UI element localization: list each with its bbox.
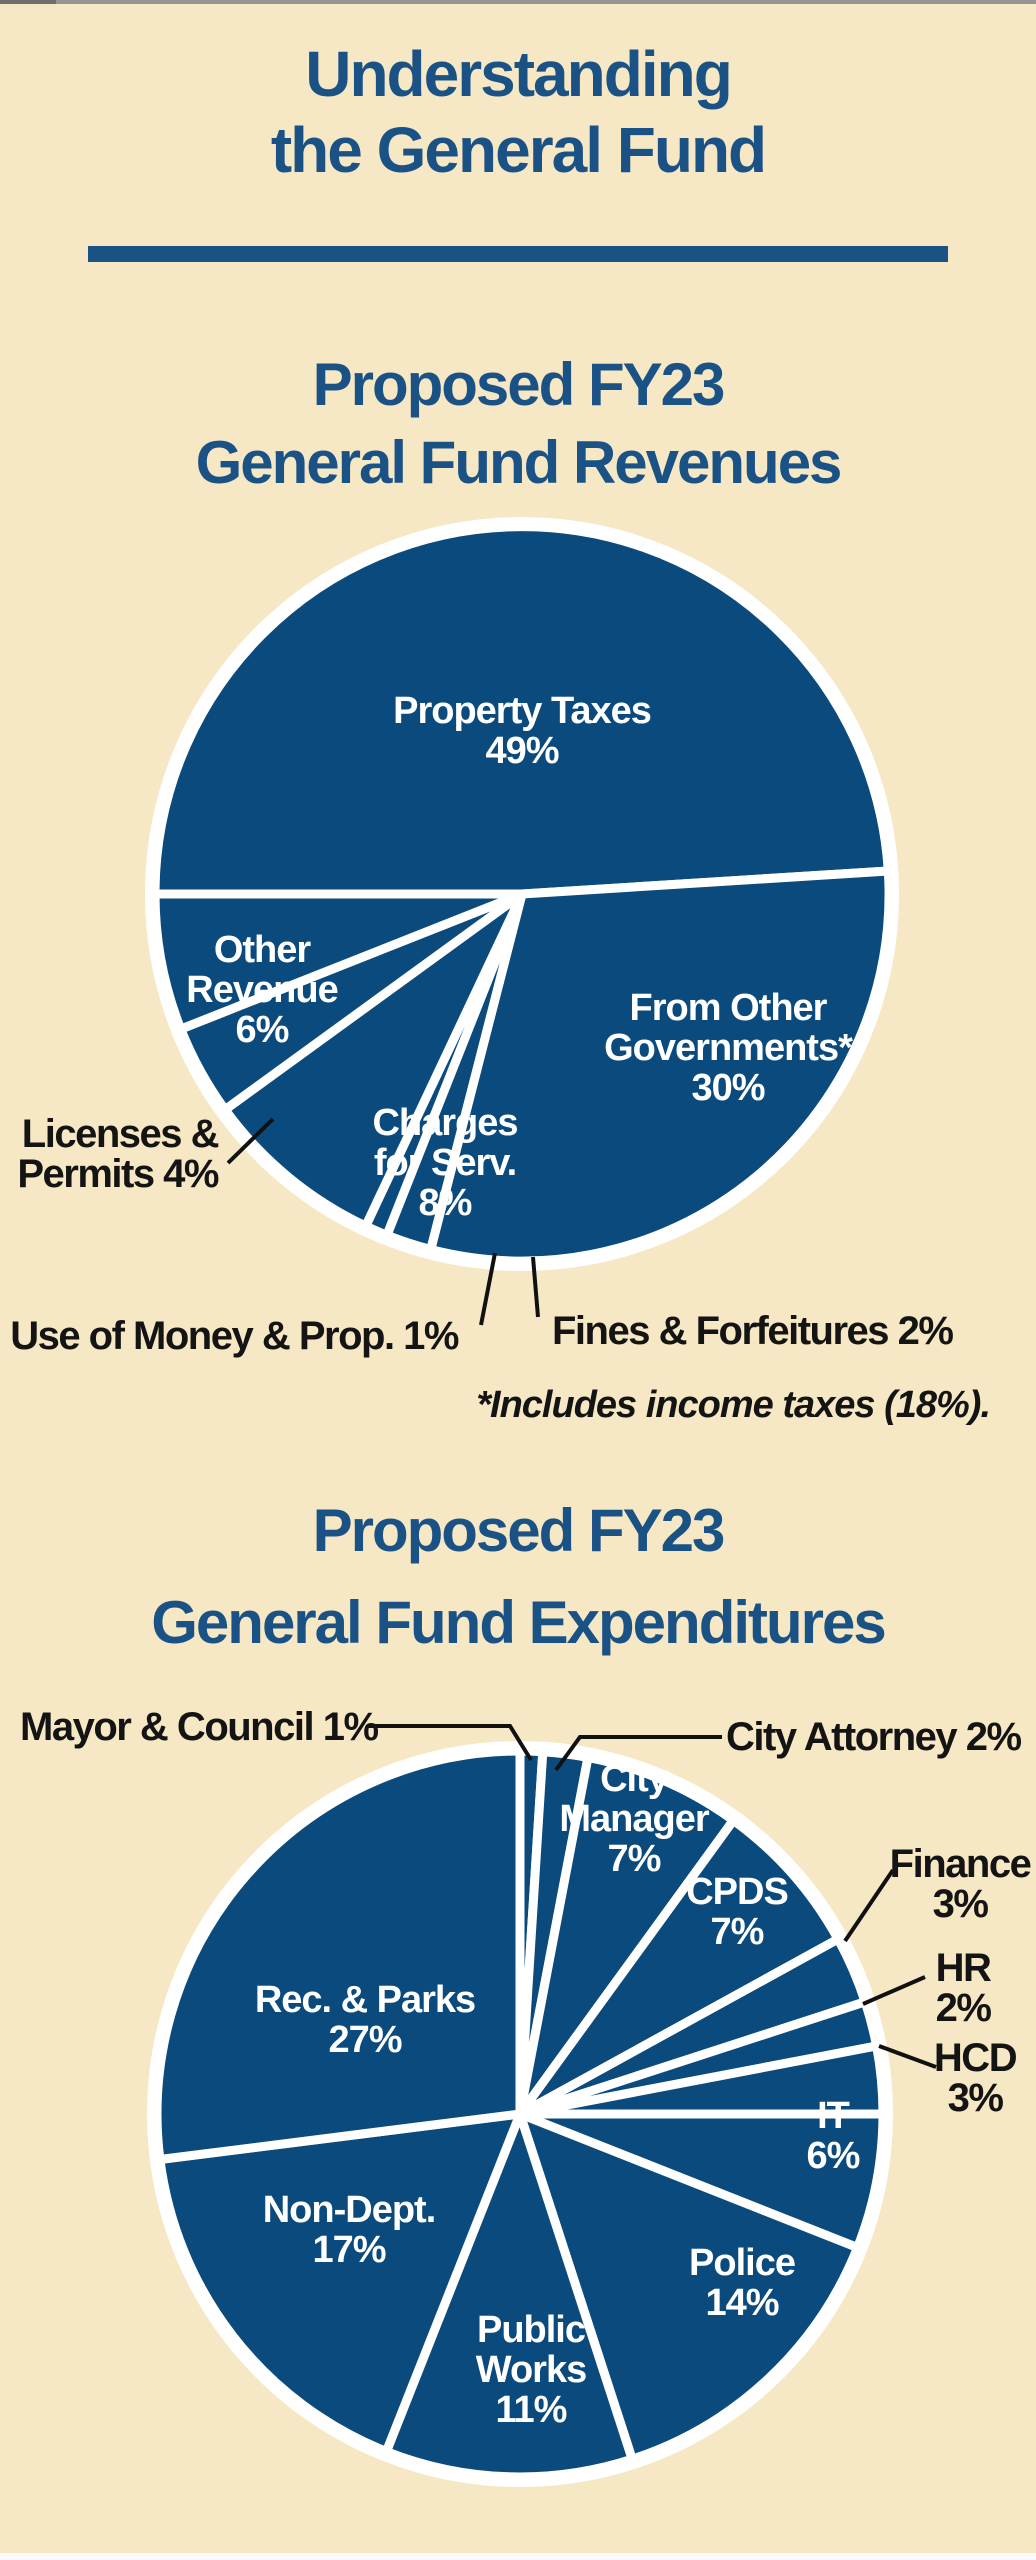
top-border-strip (0, 0, 1036, 4)
expenditures-leader-line-1 (554, 1735, 722, 1772)
pie-slice-other-revenue (150, 889, 524, 1035)
pie-callout-mayor-council-1: Mayor & Council 1% (20, 1705, 379, 1749)
pie-callout-use-of-money-prop-1: Use of Money & Prop. 1% (10, 1314, 459, 1358)
title-divider-rule (88, 246, 948, 262)
pie-label-charges: Charges for Serv. 8% (372, 1102, 518, 1224)
expenditures-leader-line-0 (368, 1724, 533, 1762)
pie-label-property-taxes: Property Taxes 49% (393, 690, 652, 772)
pie-slice-public-works (380, 2100, 638, 2482)
expenditures-leader-line-2 (843, 1868, 895, 1943)
pie-slice-rec-parks (152, 1746, 525, 2165)
expenditures-leader-line-4 (878, 2044, 937, 2069)
pie-slice-cpds (516, 1814, 845, 2118)
pie-label-it: IT 6% (806, 2095, 861, 2177)
pie-label-public: Public Works 11% (475, 2309, 587, 2431)
pie-slice-property-taxes (150, 522, 894, 899)
revenues-leader-line-2 (531, 1256, 540, 1318)
pie-label-city: City Manager 7% (559, 1758, 709, 1880)
pie-label-rec-parks: Rec. & Parks 27% (254, 1979, 476, 2061)
revenues-leader-line-1 (479, 1252, 497, 1326)
bottom-border-strip (0, 2553, 1036, 2560)
revenues-leader-line-0 (226, 1117, 275, 1165)
pie-label-non-dept: Non-Dept. 17% (262, 2189, 437, 2271)
pie-callout-hr: HR 2% (935, 1946, 992, 2030)
pie-label-police: Police 14% (689, 2242, 796, 2324)
page-title: Understanding the General Fund (270, 38, 767, 186)
pie-callout-finance: Finance 3% (889, 1842, 1032, 1926)
expenditures-chart-title: Proposed FY23 General Fund Expenditures (151, 1497, 887, 1656)
revenues-footnote: *Includes income taxes (18%). (476, 1384, 991, 1426)
pie-label-from-other: From Other Governments* 30% (604, 987, 853, 1109)
pie-label-other: Other Revenue 6% (186, 929, 338, 1051)
revenues-chart-title: Proposed FY23 General Fund Revenues (195, 351, 843, 496)
pie-callout-city-attorney-2: City Attorney 2% (726, 1715, 1022, 1759)
pie-label-cpds: CPDS 7% (686, 1871, 789, 1953)
pie-slice-charges-for-serv (218, 890, 527, 1233)
pie-slice-city-manager (515, 1752, 740, 2117)
expenditures-leader-line-3 (862, 1975, 926, 2006)
pie-callout-fines-forfeitures-2: Fines & Forfeitures 2% (552, 1309, 954, 1353)
pie-callout-licenses: Licenses & Permits 4% (17, 1112, 219, 1196)
pie-slice-non-dept (154, 2108, 527, 2458)
pie-callout-hcd: HCD 3% (933, 2036, 1018, 2120)
pie-slice-from-other-governments (425, 866, 894, 1266)
